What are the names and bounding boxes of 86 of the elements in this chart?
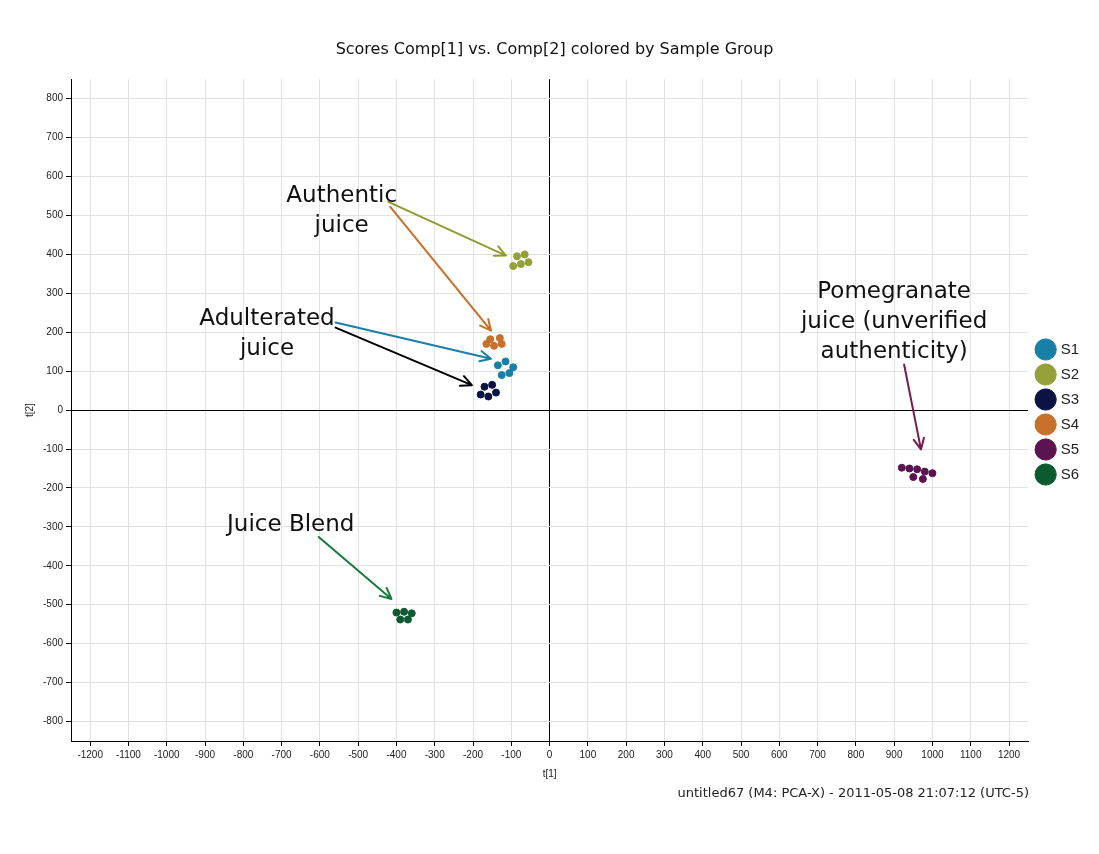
y-tick-label: 800	[46, 92, 64, 104]
x-tick-label: 200	[617, 748, 635, 760]
point	[897, 463, 906, 472]
x-tick-label: -1200	[77, 748, 104, 760]
point	[491, 388, 500, 397]
y-tick-label: 500	[46, 209, 64, 221]
x-tick-label: -1000	[153, 748, 180, 760]
y-tick-label: -200	[43, 481, 64, 493]
x-tick-label: 0	[546, 748, 553, 760]
x-tick-label: -1100	[116, 748, 142, 760]
point	[488, 380, 497, 389]
point	[480, 382, 489, 391]
point	[520, 250, 529, 259]
y-tick-label: 100	[46, 364, 64, 376]
x-tick-label: -300	[424, 748, 446, 760]
point	[913, 465, 922, 474]
x-tick-label: 1200	[997, 748, 1021, 760]
legend-label: S5	[1060, 439, 1080, 457]
point	[396, 615, 405, 624]
point	[495, 334, 504, 343]
x-tick-label: -500	[348, 748, 369, 760]
y-tick-label: -100	[43, 442, 64, 454]
point	[476, 390, 485, 399]
point	[918, 475, 927, 484]
y-tick-label: 400	[46, 248, 64, 260]
point	[516, 260, 525, 269]
point	[501, 357, 510, 366]
point	[400, 607, 409, 616]
x-tick-label: 900	[885, 748, 903, 760]
y-tick-label: -600	[43, 637, 64, 649]
legend-label: S3	[1060, 389, 1080, 407]
x-tick-label: 1100	[959, 748, 982, 760]
point	[509, 363, 518, 372]
annotation: Adulterated juice	[198, 303, 336, 362]
point	[524, 258, 533, 267]
y-tick-label: 300	[46, 287, 64, 299]
y-tick-label: 0	[57, 403, 64, 415]
x-tick-label: 400	[694, 748, 712, 760]
chart-title: Scores Comp[1] vs. Comp[2] colored by Sample Group	[335, 38, 774, 58]
y-tick-label: -400	[43, 559, 64, 571]
point	[509, 262, 518, 271]
legend-label: S6	[1060, 464, 1080, 482]
point	[505, 369, 514, 378]
x-tick-label: -400	[386, 748, 407, 760]
point	[484, 392, 493, 401]
legend-label: S2	[1060, 364, 1080, 382]
x-tick-label: 300	[656, 748, 674, 760]
x-tick-label: 700	[809, 748, 827, 760]
x-tick-label: 600	[770, 748, 789, 760]
y-tick-label: 200	[46, 325, 64, 337]
x-tick-label: -100	[501, 748, 522, 760]
x-tick-label: -700	[271, 748, 293, 760]
x-tick-label: -800	[233, 748, 254, 760]
legend-label: S1	[1060, 339, 1080, 357]
point	[920, 467, 929, 476]
text: untitled67 (M4: PCA-X) - 2011-05-08 21:07:12 (UTC-5)	[677, 785, 1029, 800]
x-axis-title: t[1]	[542, 767, 557, 779]
y-tick-label: 700	[46, 131, 64, 143]
point	[490, 341, 499, 350]
point	[909, 473, 918, 482]
x-tick-label: -200	[463, 748, 484, 760]
y-tick-label: 600	[46, 170, 64, 182]
x-tick-label: 100	[579, 748, 597, 760]
point	[392, 608, 401, 617]
point	[493, 361, 502, 370]
annotation: Pomegranate juice (unverified authenticity)	[799, 275, 989, 365]
annotation: Authentic juice	[285, 180, 399, 240]
y-tick-label: -800	[43, 715, 64, 727]
point	[407, 609, 416, 618]
x-tick-label: 500	[732, 748, 750, 760]
legend-label: S4	[1060, 414, 1080, 432]
x-tick-label: -600	[309, 748, 331, 760]
point	[928, 469, 937, 478]
y-axis-title: t[2]	[23, 402, 35, 418]
point	[497, 371, 506, 380]
y-tick-label: -700	[43, 676, 64, 688]
annotation: Juice Blend	[224, 509, 356, 539]
x-tick-label: -900	[195, 748, 216, 760]
point	[513, 252, 522, 261]
x-tick-label: 1000	[921, 748, 944, 760]
point	[905, 464, 914, 473]
x-tick-label: 800	[847, 748, 865, 760]
point	[486, 335, 495, 344]
y-tick-label: -300	[43, 520, 64, 532]
point	[403, 615, 412, 624]
y-tick-label: -500	[43, 598, 64, 610]
